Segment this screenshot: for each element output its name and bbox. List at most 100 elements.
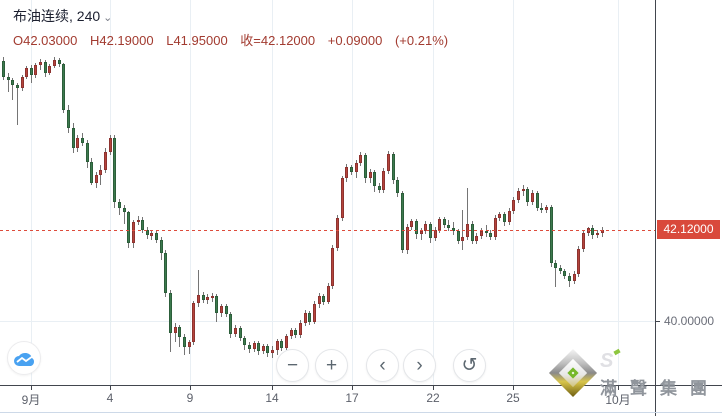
candle-body	[266, 346, 269, 354]
candle-body	[7, 77, 10, 81]
candle-body	[327, 286, 330, 302]
candle-body	[480, 231, 483, 236]
time-axis-border	[0, 385, 722, 386]
time-axis-tick	[110, 386, 111, 390]
candle-body	[582, 233, 585, 249]
candle-body	[596, 233, 599, 236]
candle-body	[169, 292, 172, 333]
scroll-right-button[interactable]: ›	[403, 349, 436, 382]
time-axis-tick	[31, 386, 32, 390]
cloud-chart-button[interactable]	[7, 341, 41, 375]
candle-body	[489, 233, 492, 237]
candle-body	[568, 276, 571, 282]
candle-body	[257, 343, 260, 352]
time-axis-tick	[190, 386, 191, 390]
candle-body	[536, 193, 539, 208]
candle-body	[461, 236, 464, 242]
candle-body	[220, 306, 223, 314]
vertical-gridline	[433, 0, 434, 385]
candle-body	[573, 274, 576, 282]
candle-body	[336, 217, 339, 248]
candle-body	[104, 151, 107, 170]
reset-view-button[interactable]: ↺	[453, 349, 486, 382]
candle-body	[447, 225, 450, 229]
candle-body	[164, 253, 167, 293]
candle-wick	[17, 82, 18, 126]
candle-body	[545, 207, 548, 211]
candle-body	[253, 343, 256, 349]
candle-body	[512, 200, 515, 211]
time-axis-label: 14	[265, 391, 279, 405]
symbol-name[interactable]: 布油连续	[13, 8, 69, 24]
candle-body	[53, 59, 56, 66]
candle-body	[434, 229, 437, 239]
candle-body	[174, 327, 177, 333]
candle-body	[531, 193, 534, 203]
zoom-in-button[interactable]: +	[315, 349, 348, 382]
time-axis-label: 9月	[21, 393, 41, 407]
candle-body	[62, 64, 65, 110]
candle-body	[559, 268, 562, 272]
candle-body	[387, 154, 390, 172]
candle-body	[355, 163, 358, 173]
candle-body	[331, 248, 334, 287]
candle-body	[95, 175, 98, 184]
price-axis-tick	[655, 321, 660, 322]
candle-body	[591, 228, 594, 236]
candle-body	[359, 154, 362, 163]
candle-body	[410, 220, 413, 227]
candle-body	[123, 207, 126, 212]
candle-body	[563, 271, 566, 277]
candle-body	[540, 207, 543, 211]
candle-body	[503, 214, 506, 223]
candle-body	[188, 342, 191, 348]
candle-body	[90, 162, 93, 184]
candle-body	[113, 138, 116, 203]
candle-wick	[124, 205, 125, 224]
chevron-right-icon: ›	[416, 355, 423, 376]
ohlc-change-pct: (+0.21%)	[394, 33, 449, 48]
zoom-out-button[interactable]: −	[276, 349, 309, 382]
candle-body	[248, 345, 251, 350]
ohlc-open: O42.03000	[13, 33, 78, 48]
candle-body	[271, 350, 274, 354]
candle-body	[318, 296, 321, 305]
chart-pane[interactable]	[0, 0, 655, 385]
candle-body	[192, 303, 195, 343]
candle-body	[44, 62, 47, 73]
candle-body	[197, 295, 200, 304]
candle-body	[118, 202, 121, 208]
candle-body	[215, 296, 218, 314]
candle-body	[508, 210, 511, 223]
time-axis-label: 9	[186, 391, 194, 405]
interval-value[interactable]: 240	[76, 8, 101, 24]
candle-body	[601, 229, 604, 234]
price-axis-border	[655, 0, 656, 416]
vertical-gridline	[513, 0, 514, 385]
candle-body	[72, 128, 75, 149]
candle-body	[183, 337, 186, 348]
candle-body	[285, 336, 288, 349]
last-price-tag[interactable]: 42.12000	[657, 220, 720, 239]
candle-body	[25, 68, 28, 78]
candle-body	[132, 222, 135, 243]
vertical-gridline	[110, 0, 111, 385]
scroll-left-button[interactable]: ‹	[366, 349, 399, 382]
chevron-down-icon[interactable]: ⌄	[103, 12, 113, 24]
candle-body	[350, 166, 353, 173]
candle-body	[206, 297, 209, 301]
candle-wick	[12, 78, 13, 100]
ohlc-change: +0.09000	[327, 33, 383, 48]
candle-body	[234, 327, 237, 334]
candle-body	[21, 77, 24, 88]
symbol-row[interactable]: 布油连续, 240 ⌄	[13, 6, 457, 26]
candle-body	[16, 84, 19, 88]
candle-body	[396, 180, 399, 194]
candle-body	[81, 138, 84, 144]
candle-wick	[100, 165, 101, 186]
candle-body	[420, 231, 423, 235]
candle-body	[202, 295, 205, 301]
candle-body	[290, 330, 293, 337]
candle-body	[34, 65, 37, 75]
